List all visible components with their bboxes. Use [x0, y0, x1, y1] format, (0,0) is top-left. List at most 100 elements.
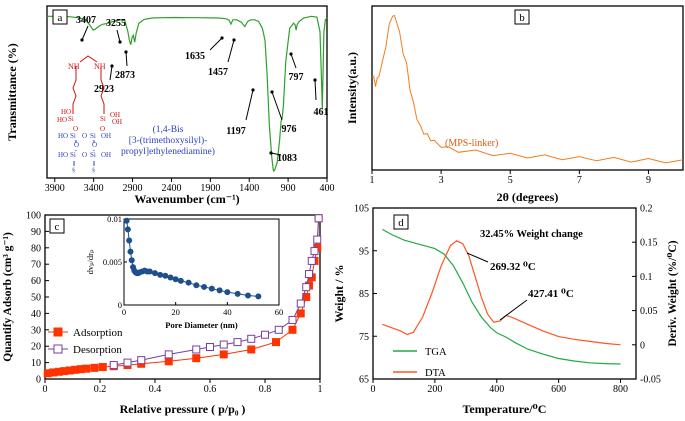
c-desorption-point: [233, 338, 242, 347]
b-y-axis-title: Intensity(a.u.): [345, 52, 359, 124]
c-ytick-label: 0: [36, 375, 41, 386]
c-desorption-point: [123, 358, 132, 367]
c-desorption-point: [137, 356, 146, 365]
b-series-label: (MPS-linker): [445, 138, 498, 149]
d-ytick-right-label: 0.2: [640, 204, 653, 215]
a-peak-label: 461: [314, 107, 329, 118]
a-peak-arrow-head: [270, 90, 274, 94]
a-peak-label: 1635: [185, 51, 205, 62]
a-peak-arrow-head: [110, 64, 114, 68]
a-molecule-silanol-label: OH: [101, 132, 111, 140]
a-molecule-si-label: Si: [70, 151, 76, 159]
a-molecule-chain-right: [100, 66, 105, 114]
c-inset-xtick-label: 0: [122, 307, 126, 317]
a-peak-label: 976: [282, 124, 297, 135]
c-inset-point: [124, 226, 131, 233]
a-molecule-oxygen-label: O: [82, 151, 87, 159]
a-peak-arrow: [227, 39, 235, 63]
a-peak-arrow-head: [289, 52, 293, 56]
c-inset-point: [157, 271, 164, 278]
b-x-axis-title: 2θ (degrees): [497, 190, 559, 204]
a-xtick-label: 2900: [123, 183, 143, 194]
c-inset-point: [162, 272, 169, 279]
c-xtick-label: 0.8: [259, 384, 272, 395]
c-inset-point: [126, 237, 133, 244]
a-peak-arrow: [125, 51, 128, 67]
c-legend-marker: [53, 327, 63, 337]
c-desorption-point: [109, 361, 118, 370]
a-molecule-bridge: [79, 55, 98, 63]
b-xtick-label: 7: [577, 175, 582, 186]
a-peak-arrow-head: [118, 40, 122, 44]
a-peak-label: 3255: [106, 18, 126, 29]
c-legend-marker: [53, 344, 63, 354]
d-dta-line: [382, 240, 621, 346]
b-panel-tag-box: [514, 9, 530, 25]
c-inset-xtick-label: 40: [223, 307, 232, 317]
a-molecule-amine-label: NH: [94, 62, 106, 71]
a-peak-label: 1457: [208, 67, 228, 78]
a-peak-arrow: [245, 89, 254, 121]
c-inset-ytick-label: 0.005: [103, 257, 122, 267]
c-inset-frame: [123, 218, 280, 306]
d-ytick-label: 85: [359, 289, 369, 300]
b-xtick-label: 1: [370, 175, 375, 186]
c-inset-point: [255, 293, 262, 300]
c-desorption-point: [274, 325, 283, 334]
a-molecule-wavy-bond: §: [72, 168, 75, 174]
a-panel-tag: a: [58, 12, 63, 24]
c-adsorption-point: [296, 309, 305, 318]
c-inset-ytick-label: 0: [118, 300, 122, 310]
c-inset-point: [177, 277, 184, 284]
c-adsorption-point: [272, 338, 280, 347]
a-molecule-si-label: Si: [70, 132, 76, 140]
c-adsorption-point: [247, 345, 256, 354]
c-ytick-label: 10: [31, 358, 41, 369]
a-molecule-name-line: [3-(trimethoxysilyl)-: [129, 135, 208, 146]
c-ytick-label: 60: [31, 276, 41, 287]
a-molecule-si-label: Si: [100, 115, 106, 123]
c-legend-label: Desorption: [73, 344, 122, 356]
a-ftir-series-line: [47, 15, 328, 173]
a-molecule-si-label: Si: [90, 132, 96, 140]
c-panel-tag: c: [55, 221, 60, 233]
d-dta-peak-arrow: [499, 299, 528, 321]
a-molecule-chain-left: [72, 66, 77, 114]
d-ytick-label: 105: [354, 204, 369, 215]
d-y-axis-right-title: Deriv. Weight (%/⁰C): [667, 240, 679, 346]
c-adsorption-point: [98, 363, 107, 372]
c-inset-point: [193, 282, 200, 289]
c-desorption-point: [305, 270, 313, 279]
d-dta-peak-label: 269.32 ⁰C: [490, 261, 536, 273]
c-adsorption-point: [164, 357, 173, 366]
c-inset-xtick-label: 60: [275, 307, 284, 317]
c-inset-point: [216, 287, 223, 294]
a-peak-label: 797: [289, 72, 304, 83]
d-panel-tag-box: [393, 214, 409, 230]
d-ytick-right-label: 0.1: [640, 272, 653, 283]
a-peak-arrow-head: [232, 38, 236, 42]
d-ytick-right-label: -0.05: [640, 375, 661, 386]
d-xtick-label: 600: [551, 384, 566, 395]
panel-a-frame: [46, 5, 328, 179]
a-x-axis-title: Wavenumber (cm⁻¹): [134, 192, 239, 206]
c-x-axis-title: Relative pressure ( p/p₀ ): [120, 402, 246, 416]
d-dta-peak-label: 427.41 ⁰C: [528, 288, 574, 300]
d-y-axis-title: Weight / %: [332, 264, 346, 322]
a-molecule-oxygen-label: O: [74, 141, 79, 149]
d-tga-line: [382, 228, 621, 365]
c-xtick-label: 0.4: [149, 384, 162, 395]
c-inset-ytick-label: 0.01: [107, 214, 122, 224]
d-ytick-label: 95: [359, 246, 369, 257]
a-molecule-si-label: Si: [90, 151, 96, 159]
c-desorption-point: [288, 315, 297, 324]
b-panel-tag: b: [519, 12, 525, 24]
c-desorption-point: [296, 299, 305, 308]
d-legend-label: DTA: [425, 368, 446, 379]
c-ytick-label: 90: [31, 227, 41, 238]
c-legend-label: Adsorption: [73, 327, 123, 339]
c-inset-point: [127, 248, 134, 255]
c-desorption-point: [261, 330, 269, 339]
c-ytick-label: 20: [31, 342, 41, 353]
